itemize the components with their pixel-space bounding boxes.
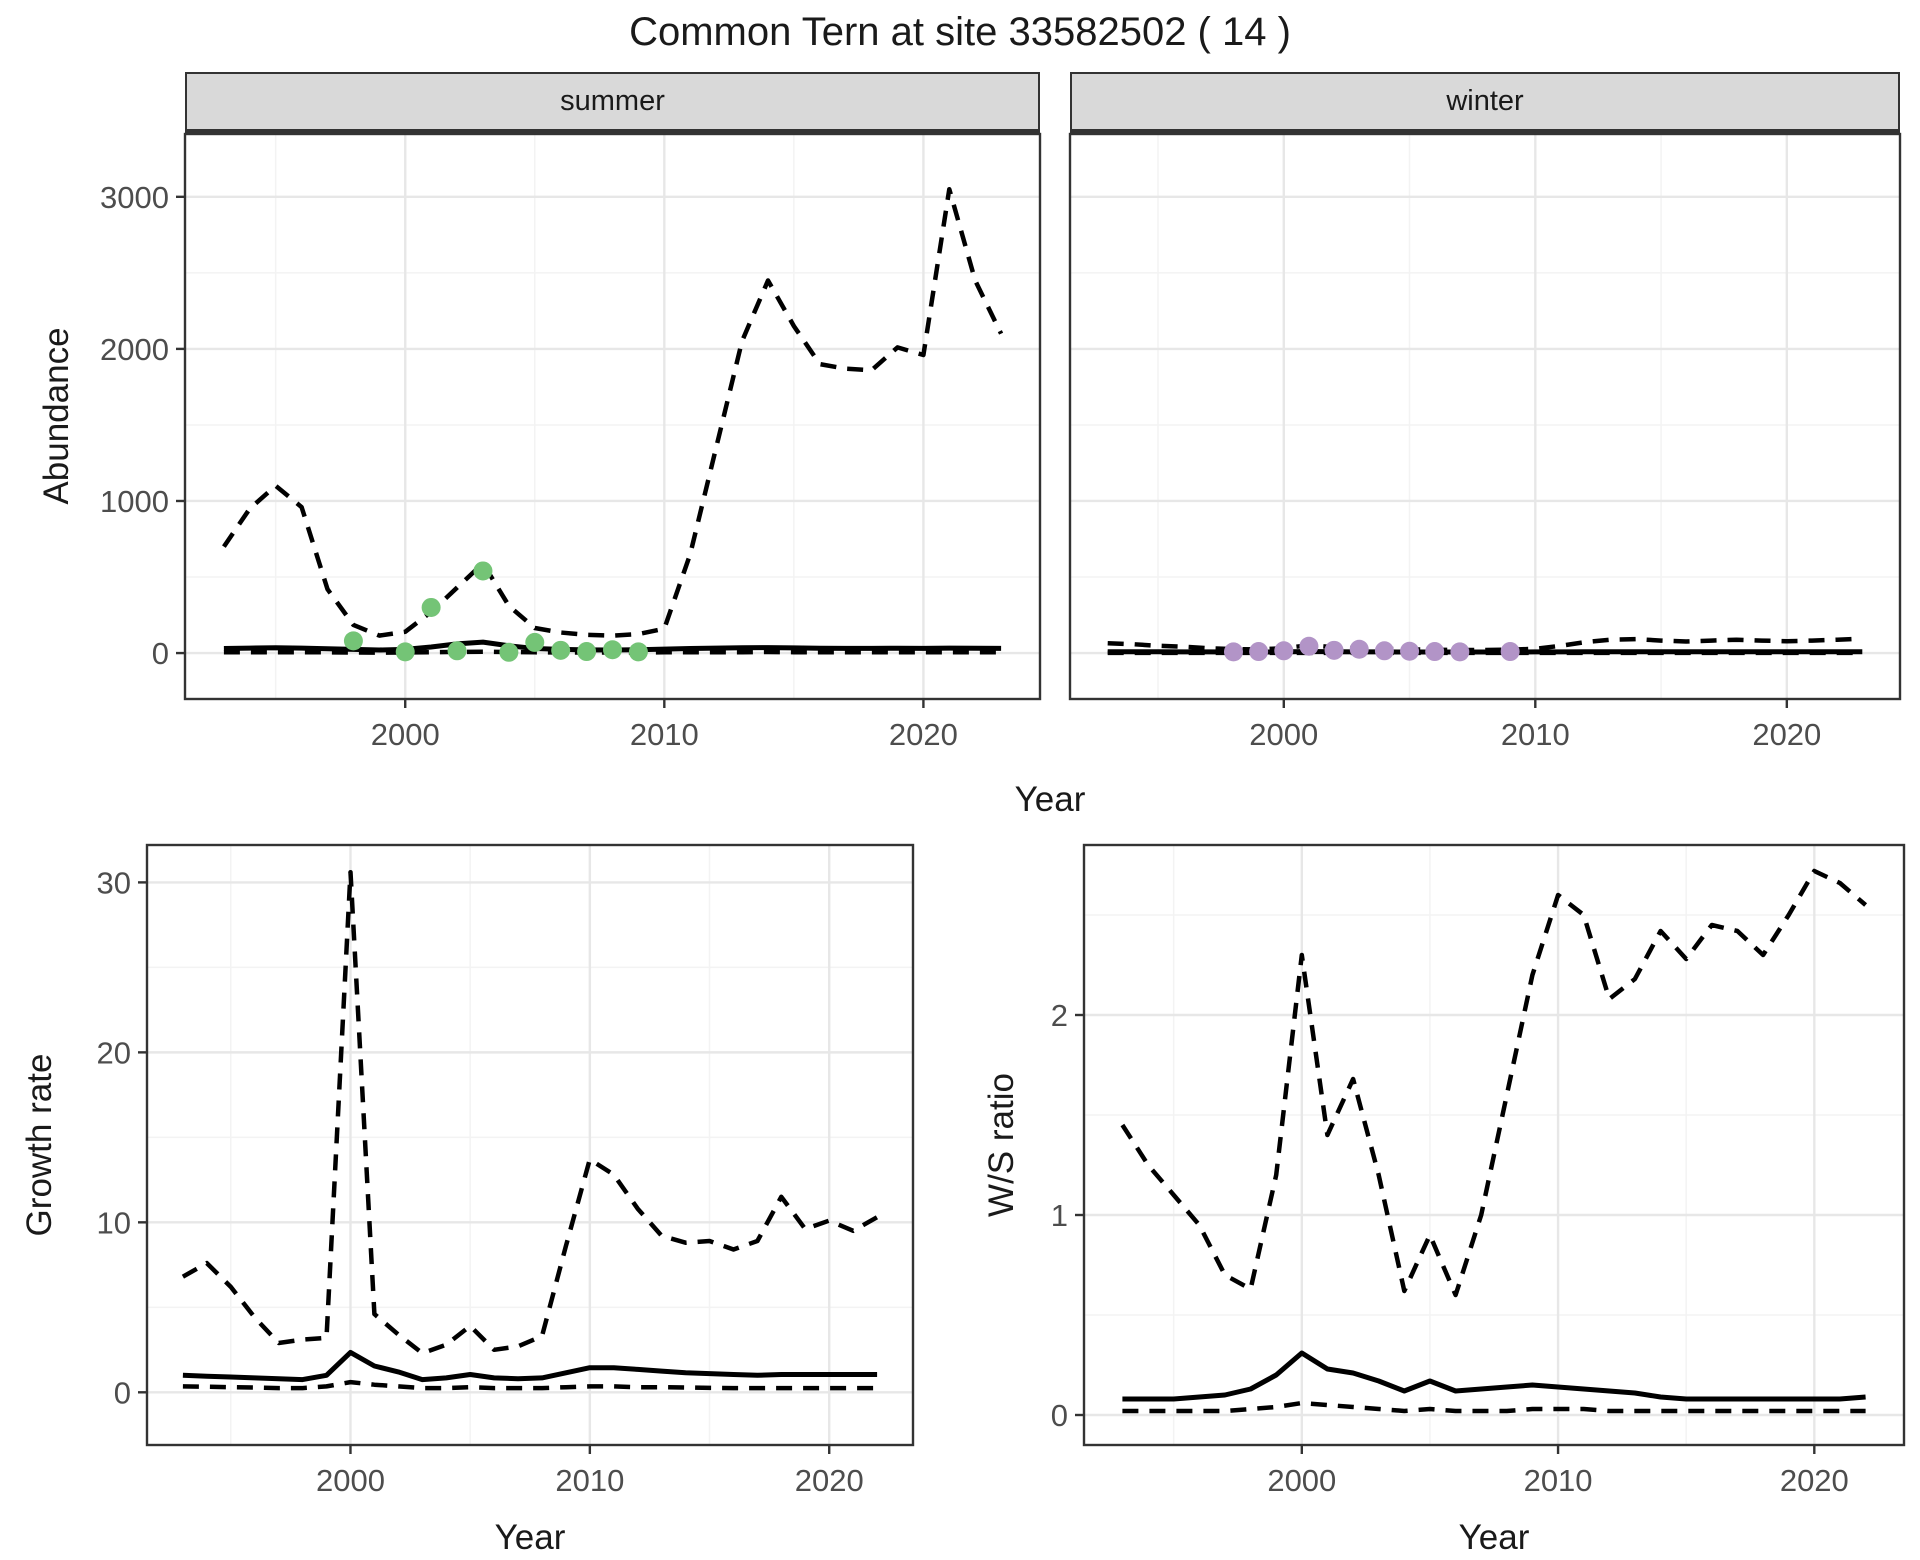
x-tick-label: 2020 — [795, 1463, 864, 1498]
panel-abundance-summer — [185, 134, 1040, 699]
x-tick-label: 2000 — [1267, 1463, 1336, 1498]
x-tick-label: 2010 — [1501, 717, 1570, 752]
series-upper-ci-line — [1107, 636, 1863, 653]
panel-border-growth-rate — [145, 843, 915, 1447]
panel-border-abundance-summer — [183, 132, 1042, 701]
data-point-observed-summer — [447, 641, 467, 661]
series-lower-ci-line — [182, 1379, 878, 1391]
x-tick-label: 2020 — [1780, 1463, 1849, 1498]
data-point-observed-winter — [1500, 642, 1520, 662]
x-axis-title-growth-rate: Year — [494, 1518, 566, 1557]
facet-strip-winter-label: winter — [1446, 85, 1524, 117]
data-point-observed-winter — [1425, 642, 1445, 662]
data-point-observed-summer — [551, 640, 571, 660]
data-point-observed-winter — [1274, 641, 1294, 661]
facet-strip-summer: summer — [185, 72, 1040, 134]
y-tick-label: 2000 — [100, 332, 169, 367]
panel-border-abundance-winter — [1068, 132, 1902, 701]
series-median-line — [1122, 1350, 1866, 1402]
data-point-observed-winter — [1450, 642, 1470, 662]
panel-growth-rate — [147, 845, 913, 1445]
data-point-observed-summer — [421, 597, 441, 617]
data-point-observed-summer — [525, 632, 545, 652]
panel-ws-ratio — [1084, 845, 1904, 1445]
series-lower-ci-line — [1122, 1400, 1866, 1414]
x-axis-title-ws-ratio: Year — [1458, 1518, 1530, 1557]
data-point-observed-summer — [473, 561, 493, 581]
y-tick-label: 1000 — [100, 484, 169, 519]
data-point-observed-winter — [1223, 642, 1243, 662]
y-tick-label: 10 — [97, 1205, 131, 1240]
x-tick-label: 2000 — [1249, 717, 1318, 752]
data-point-observed-winter — [1349, 639, 1369, 659]
y-axis-title-growth-rate: Growth rate — [20, 1053, 59, 1237]
data-point-observed-winter — [1400, 641, 1420, 661]
data-point-observed-winter — [1374, 641, 1394, 661]
y-axis-title-ws-ratio: W/S ratio — [982, 1073, 1021, 1217]
y-tick-label: 2 — [1051, 998, 1068, 1033]
data-point-observed-winter — [1324, 640, 1344, 660]
x-tick-label: 2000 — [316, 1463, 385, 1498]
series-upper-ci-line — [181, 869, 879, 1356]
data-point-observed-summer — [395, 642, 415, 662]
data-point-observed-summer — [628, 642, 648, 662]
y-tick-label: 0 — [114, 1375, 131, 1410]
y-tick-label: 0 — [1051, 1398, 1068, 1433]
x-tick-label: 2010 — [1524, 1463, 1593, 1498]
panel-border-ws-ratio — [1082, 843, 1906, 1447]
data-point-observed-summer — [577, 642, 597, 662]
x-axis-title-top: Year — [1014, 780, 1086, 819]
x-tick-label: 2000 — [371, 717, 440, 752]
y-tick-label: 1 — [1051, 1198, 1068, 1233]
y-tick-label: 0 — [152, 636, 169, 671]
y-tick-label: 20 — [97, 1035, 131, 1070]
data-point-observed-summer — [603, 640, 622, 660]
y-tick-label: 30 — [97, 865, 131, 900]
facet-strip-winter: winter — [1070, 72, 1900, 134]
data-point-observed-winter — [1249, 642, 1269, 662]
panel-abundance-winter — [1070, 134, 1900, 699]
series-upper-ci-line — [222, 186, 1004, 638]
y-axis-title-abundance: Abundance — [37, 327, 76, 505]
x-tick-label: 2020 — [889, 717, 958, 752]
y-tick-label: 3000 — [100, 180, 169, 215]
series-median-line — [182, 1349, 878, 1383]
data-point-observed-winter — [1299, 636, 1319, 656]
chart-title: Common Tern at site 33582502 ( 14 ) — [629, 10, 1291, 54]
series-upper-ci-line — [1120, 868, 1868, 1298]
x-tick-label: 2020 — [1752, 717, 1821, 752]
data-point-observed-summer — [499, 642, 519, 662]
facet-strip-summer-label: summer — [560, 85, 665, 117]
data-point-observed-summer — [343, 631, 363, 651]
x-tick-label: 2010 — [555, 1463, 624, 1498]
x-tick-label: 2010 — [630, 717, 699, 752]
